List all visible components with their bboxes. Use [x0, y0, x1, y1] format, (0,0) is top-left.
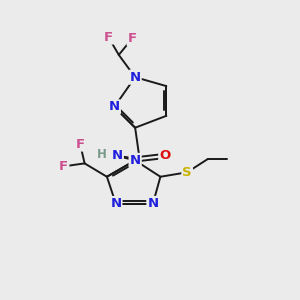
Text: H: H — [97, 148, 107, 161]
Text: N: N — [109, 100, 120, 113]
Text: F: F — [76, 138, 85, 151]
Text: F: F — [59, 160, 68, 173]
Text: F: F — [104, 31, 113, 44]
Text: N: N — [130, 71, 141, 84]
Text: N: N — [130, 154, 141, 167]
Text: S: S — [182, 166, 192, 179]
Text: N: N — [112, 149, 123, 162]
Text: O: O — [159, 149, 170, 162]
Text: N: N — [147, 197, 158, 210]
Text: F: F — [128, 32, 137, 45]
Text: N: N — [110, 197, 122, 210]
